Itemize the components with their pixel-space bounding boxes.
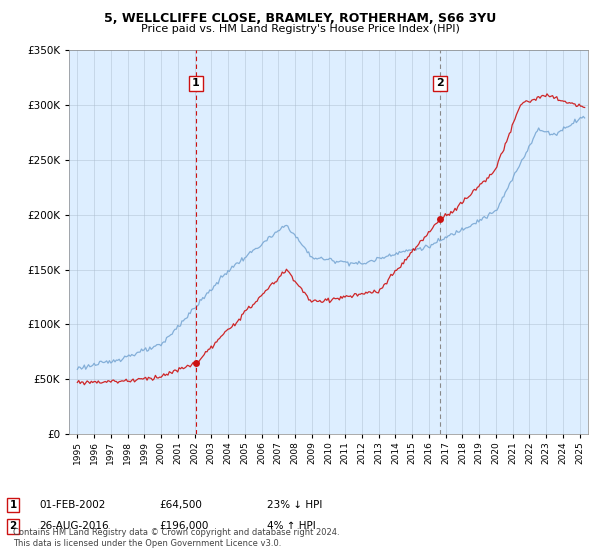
- Text: 23% ↓ HPI: 23% ↓ HPI: [267, 500, 322, 510]
- Text: 2: 2: [10, 521, 17, 531]
- Text: 4% ↑ HPI: 4% ↑ HPI: [267, 521, 316, 531]
- Text: 26-AUG-2016: 26-AUG-2016: [39, 521, 109, 531]
- Text: 01-FEB-2002: 01-FEB-2002: [39, 500, 106, 510]
- Text: 1: 1: [192, 78, 200, 88]
- Text: £196,000: £196,000: [159, 521, 208, 531]
- Text: Contains HM Land Registry data © Crown copyright and database right 2024.
This d: Contains HM Land Registry data © Crown c…: [13, 528, 340, 548]
- Text: Price paid vs. HM Land Registry's House Price Index (HPI): Price paid vs. HM Land Registry's House …: [140, 24, 460, 34]
- Text: 1: 1: [10, 500, 17, 510]
- Text: £64,500: £64,500: [159, 500, 202, 510]
- Text: 2: 2: [436, 78, 444, 88]
- Text: 5, WELLCLIFFE CLOSE, BRAMLEY, ROTHERHAM, S66 3YU: 5, WELLCLIFFE CLOSE, BRAMLEY, ROTHERHAM,…: [104, 12, 496, 25]
